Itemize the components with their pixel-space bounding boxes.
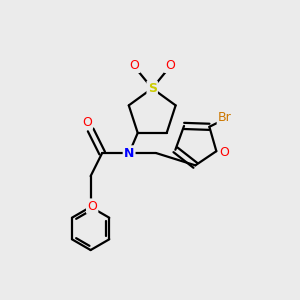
Text: O: O xyxy=(130,59,140,72)
Text: N: N xyxy=(124,146,134,160)
Text: O: O xyxy=(165,59,175,72)
Text: O: O xyxy=(219,146,229,159)
Text: Br: Br xyxy=(218,111,232,124)
Text: O: O xyxy=(82,116,92,129)
Text: O: O xyxy=(87,200,97,213)
Text: S: S xyxy=(148,82,157,95)
